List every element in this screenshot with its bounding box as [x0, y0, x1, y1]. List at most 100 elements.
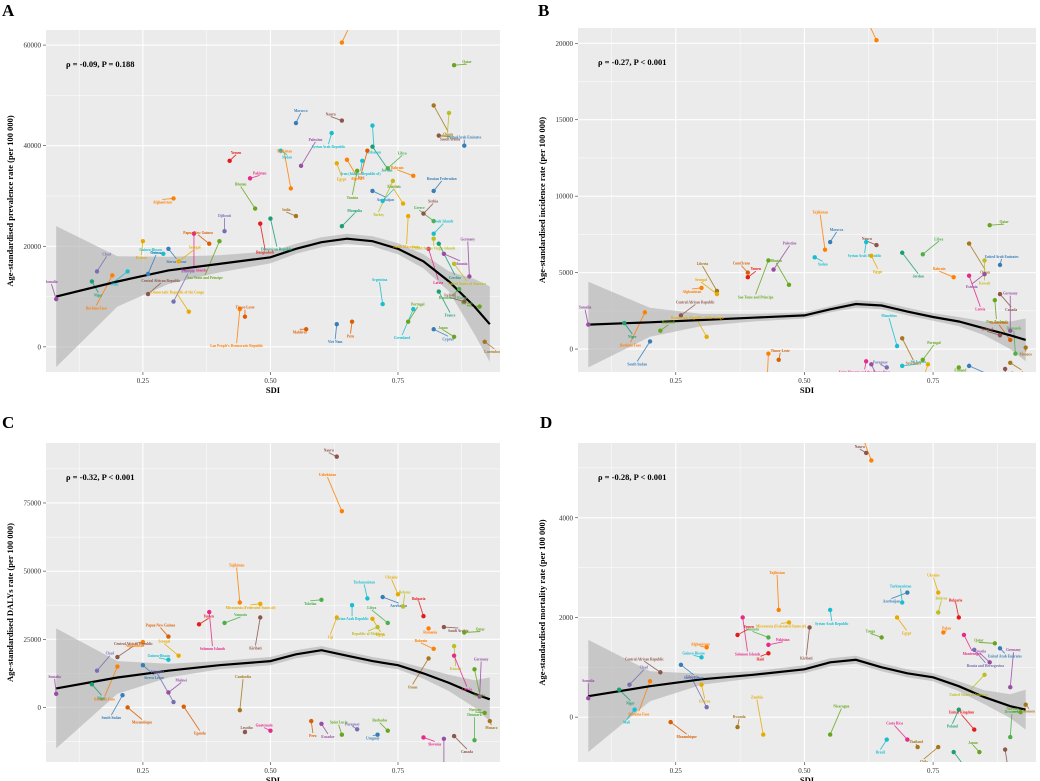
- label-leader-line: [998, 324, 1011, 341]
- label-leader-line: [147, 282, 162, 295]
- data-point: [467, 274, 472, 279]
- label-leader-line: [163, 643, 179, 657]
- data-point: [339, 508, 345, 514]
- point-label: Ethiopia: [151, 670, 164, 674]
- label-leader-line: [670, 721, 687, 735]
- label-leader-line: [420, 642, 434, 650]
- y-axis-title: Age-standardised prevalence rate (per 10…: [5, 115, 15, 286]
- data-point: [365, 148, 370, 153]
- point-label: Uzbekistan: [852, 2, 869, 6]
- point-label: Guinea-Bissau: [139, 248, 161, 252]
- point-label: Burkina Faso: [94, 698, 115, 702]
- data-point: [678, 313, 684, 318]
- point-label: Denmark: [1007, 327, 1022, 331]
- label-leader-line: [1004, 749, 1008, 762]
- label-leader-line: [236, 567, 241, 603]
- y-tick-label: 4000: [559, 514, 574, 522]
- data-point: [586, 696, 591, 701]
- data-point: [400, 201, 406, 206]
- label-leader-line: [336, 163, 342, 177]
- data-point: [166, 690, 171, 695]
- point-label: Sri Lanka: [910, 360, 926, 364]
- data-point: [956, 615, 962, 620]
- point-label: Jordan: [381, 169, 392, 173]
- point-label: Yemen: [203, 614, 213, 618]
- point-label: Qatar: [974, 638, 984, 642]
- label-leader-line: [453, 655, 468, 687]
- data-point: [176, 259, 181, 264]
- point-label: Solomon Islands: [181, 269, 207, 273]
- data-point: [354, 168, 360, 174]
- point-label: Maldives: [293, 330, 308, 334]
- data-point: [827, 607, 833, 613]
- y-tick-label: 50000: [24, 568, 42, 576]
- point-label: Afghanistan: [683, 290, 702, 294]
- point-label: Mongolia: [347, 209, 362, 213]
- label-leader-line: [117, 645, 134, 658]
- point-label: Switzerland: [990, 321, 1008, 325]
- data-point: [699, 655, 704, 660]
- data-point: [1013, 351, 1018, 356]
- data-point: [982, 258, 987, 263]
- label-leader-line: [363, 584, 368, 599]
- smoothed-fit-line: [55, 237, 491, 325]
- y-tick-label: 10000: [556, 193, 574, 201]
- data-point: [462, 630, 467, 635]
- label-leader-line: [999, 293, 1012, 308]
- point-label: Eritrea: [699, 700, 710, 704]
- label-leader-line: [341, 30, 349, 43]
- point-label: Yemen: [744, 625, 754, 629]
- x-tick-label: 0.50: [798, 377, 811, 385]
- data-point: [349, 319, 355, 324]
- label-leader-line: [379, 282, 384, 305]
- point-label: Bahrain: [391, 166, 404, 170]
- data-point: [658, 328, 663, 333]
- data-point: [451, 334, 457, 339]
- point-label: Nauru: [862, 237, 872, 241]
- data-point: [426, 656, 431, 661]
- label-leader-line: [767, 353, 769, 372]
- point-label: Latvia: [462, 688, 472, 692]
- point-label: Azerbaijan: [390, 604, 407, 608]
- point-label: United Arab Emirates: [985, 255, 1020, 259]
- data-point: [171, 299, 176, 304]
- data-point: [360, 158, 365, 163]
- data-point: [54, 691, 59, 697]
- label-leader-line: [433, 328, 449, 337]
- label-leader-line: [397, 169, 414, 177]
- panel-letter: C: [2, 413, 14, 432]
- point-label: Palestine: [783, 242, 797, 246]
- point-label: Iceland: [981, 327, 992, 331]
- data-point: [436, 241, 441, 246]
- label-leader-line: [341, 212, 355, 227]
- data-point: [941, 630, 946, 635]
- data-point: [140, 639, 146, 645]
- data-point: [900, 250, 905, 255]
- data-point: [920, 252, 925, 257]
- data-point: [900, 600, 905, 605]
- data-point: [319, 597, 324, 602]
- data-point: [972, 727, 977, 732]
- y-tick-label: 25000: [24, 636, 42, 644]
- label-leader-line: [479, 661, 482, 697]
- data-point: [411, 173, 416, 179]
- data-point: [462, 143, 467, 148]
- point-label: Egypt: [337, 177, 347, 181]
- panel-c: C 0.25 0.50 0.75 0 25000 50000 75000 SDI Age-stan…: [2, 413, 500, 781]
- data-point: [237, 707, 243, 713]
- label-leader-line: [127, 707, 143, 720]
- data-point: [925, 362, 931, 367]
- data-point: [237, 306, 243, 312]
- data-point: [242, 314, 248, 319]
- data-point: [207, 609, 212, 615]
- data-point: [329, 130, 334, 136]
- point-label: Chad: [102, 252, 110, 256]
- data-point: [766, 642, 771, 648]
- label-leader-line: [91, 683, 102, 696]
- point-label: Timor-Leste: [771, 349, 790, 353]
- label-leader-line: [173, 273, 189, 302]
- data-point: [951, 749, 956, 755]
- data-point: [735, 724, 740, 730]
- point-label: Norway: [469, 708, 481, 712]
- point-label: Central African Republic: [676, 300, 715, 304]
